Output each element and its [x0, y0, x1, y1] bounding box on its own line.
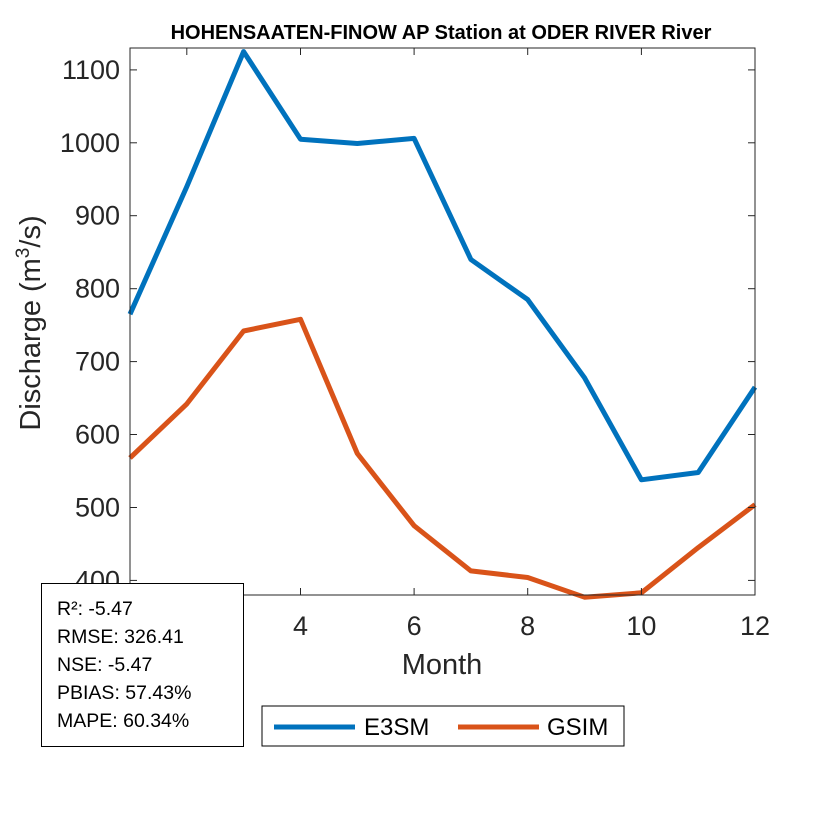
stat-pbias: PBIAS: 57.43%	[57, 682, 192, 704]
y-tick-label: 700	[75, 347, 120, 377]
series-line-gsim	[128, 316, 757, 600]
stat-mape: MAPE: 60.34%	[57, 710, 190, 732]
plot-area: 4005006007008009001000110024681012	[60, 47, 770, 641]
y-tick-label: 1100	[62, 55, 120, 85]
y-tick-label: 800	[75, 274, 120, 304]
x-tick-label: 10	[626, 611, 656, 641]
x-tick-label: 8	[520, 611, 535, 641]
x-tick-label: 6	[407, 611, 422, 641]
x-tick-label: 12	[740, 611, 770, 641]
x-axis-label: Month	[402, 649, 483, 681]
chart-title: HOHENSAATEN-FINOW AP Station at ODER RIV…	[171, 22, 712, 44]
plot-frame	[129, 47, 756, 596]
stat-rmse: RMSE: 326.41	[57, 626, 184, 648]
x-tick-label: 4	[293, 611, 308, 641]
y-tick-label: 1000	[60, 128, 120, 158]
y-axis-label: Discharge (m3/s)	[13, 215, 47, 430]
stat-nse: NSE: -5.47	[57, 654, 153, 676]
y-tick-label: 900	[75, 201, 120, 231]
y-tick-label: 600	[75, 420, 120, 450]
stat-r2: R²: -5.47	[57, 598, 133, 620]
y-axis-label-main: Discharge (m	[15, 258, 47, 430]
legend: E3SM GSIM	[261, 705, 625, 747]
y-axis-label-superscript: 3	[13, 248, 34, 259]
series-line-e3sm	[127, 49, 758, 483]
y-axis-label-end: /s)	[15, 215, 47, 247]
legend-label-gsim: GSIM	[547, 714, 608, 741]
legend-label-e3sm: E3SM	[364, 714, 429, 741]
y-tick-label: 500	[75, 493, 120, 523]
stats-box: R²: -5.47 RMSE: 326.41 NSE: -5.47 PBIAS:…	[41, 583, 244, 747]
